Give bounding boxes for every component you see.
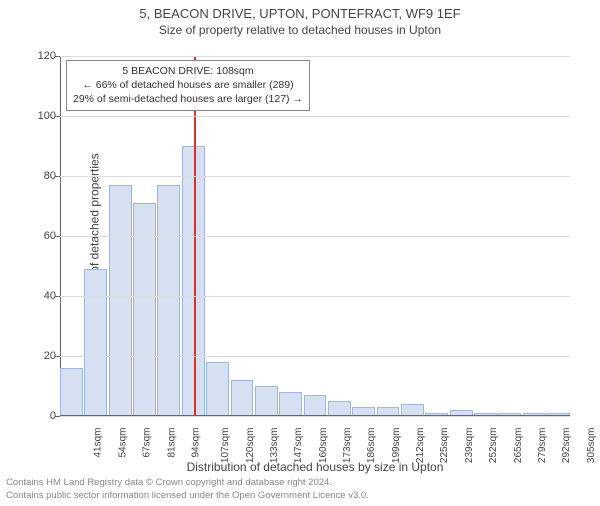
bar [255,386,278,416]
page-title: 5, BEACON DRIVE, UPTON, PONTEFRACT, WF9 … [0,6,600,21]
xtick-label: 147sqm [293,428,304,464]
bar [206,362,229,416]
ytick-label: 60 [26,230,56,242]
annotation-line-1: 5 BEACON DRIVE: 108sqm [73,64,303,78]
chart: Number of detached properties 5 BEACON D… [60,56,570,416]
bar [231,380,254,416]
bar [157,185,180,416]
xtick-label: 160sqm [318,428,329,464]
gridline [60,236,570,237]
xtick-label: 212sqm [415,428,426,464]
gridline [60,176,570,177]
xtick-label: 41sqm [93,428,104,458]
bar [304,395,327,416]
annotation-line-2: ← 66% of detached houses are smaller (28… [73,78,303,92]
xtick-label: 81sqm [166,428,177,458]
gridline [60,296,570,297]
xtick-label: 173sqm [342,428,353,464]
ytick-label: 120 [26,50,56,62]
bar [182,146,205,416]
bar [60,368,83,416]
xtick-label: 252sqm [488,428,499,464]
bar [279,392,302,416]
xtick-label: 305sqm [586,428,597,464]
xtick-label: 67sqm [142,428,153,458]
xtick-label: 186sqm [366,428,377,464]
bar [109,185,132,416]
ytick-label: 40 [26,290,56,302]
footer: Contains HM Land Registry data © Crown c… [6,477,369,502]
xtick-label: 107sqm [220,428,231,464]
footer-line-2: Contains public sector information licen… [6,490,369,502]
ytick-label: 100 [26,110,56,122]
xtick-label: 279sqm [537,428,548,464]
xtick-label: 292sqm [561,428,572,464]
gridline [60,356,570,357]
xtick-label: 133sqm [269,428,280,464]
gridline [60,416,570,417]
bar [133,203,156,416]
gridline [60,56,570,57]
page-subtitle: Size of property relative to detached ho… [0,23,600,37]
annotation-box: 5 BEACON DRIVE: 108sqm ← 66% of detached… [66,60,310,111]
xtick-label: 265sqm [513,428,524,464]
xtick-label: 54sqm [117,428,128,458]
annotation-line-3: 29% of semi-detached houses are larger (… [73,92,303,106]
ytick-label: 20 [26,350,56,362]
plot-area: 5 BEACON DRIVE: 108sqm ← 66% of detached… [60,56,570,416]
footer-line-1: Contains HM Land Registry data © Crown c… [6,477,369,489]
bar [328,401,351,416]
x-axis-label: Distribution of detached houses by size … [187,460,444,474]
xtick-label: 120sqm [245,428,256,464]
xtick-label: 239sqm [464,428,475,464]
gridline [60,116,570,117]
ytick-label: 80 [26,170,56,182]
xtick-label: 225sqm [440,428,451,464]
xtick-label: 94sqm [190,428,201,458]
ytick-label: 0 [26,410,56,422]
bar [84,269,107,416]
xtick-label: 199sqm [391,428,402,464]
